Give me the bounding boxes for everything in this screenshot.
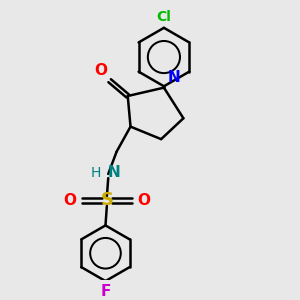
Text: Cl: Cl xyxy=(157,11,171,25)
Text: F: F xyxy=(100,284,111,299)
Text: N: N xyxy=(108,165,120,180)
Text: O: O xyxy=(63,193,76,208)
Text: H: H xyxy=(91,166,101,179)
Text: S: S xyxy=(100,191,113,209)
Text: N: N xyxy=(167,70,180,86)
Text: O: O xyxy=(94,64,107,79)
Text: O: O xyxy=(137,193,151,208)
